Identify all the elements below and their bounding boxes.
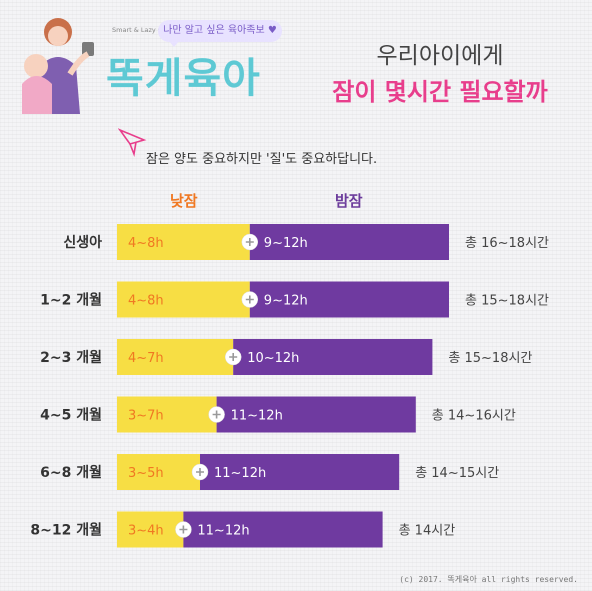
plus-mark-0 bbox=[245, 238, 254, 246]
category-label-2: 2~3 개월 bbox=[40, 349, 102, 366]
bar-nap-0 bbox=[117, 224, 250, 260]
logo: 똑게육아 bbox=[106, 54, 261, 102]
bar-nap-3 bbox=[117, 396, 217, 433]
bar-night-4 bbox=[200, 454, 400, 490]
bar-nap-2 bbox=[117, 339, 234, 375]
legend-night: 밤잠 bbox=[335, 192, 363, 210]
bar-nap-5 bbox=[117, 511, 184, 548]
bar-night-2 bbox=[233, 339, 433, 375]
nap-label-1: 4~8h bbox=[128, 294, 164, 309]
night-label-3: 11~12h bbox=[231, 409, 283, 424]
plus-mark-5 bbox=[179, 525, 188, 534]
night-label-1: 9~12h bbox=[264, 294, 308, 309]
total-label-4: 총 14~15시간 bbox=[415, 466, 499, 481]
total-label-2: 총 15~18시간 bbox=[448, 351, 532, 366]
category-label-4: 6~8 개월 bbox=[40, 464, 102, 481]
header: Smart & Lazy Consulting 나만 알고 싶은 육아족보 ♥ … bbox=[0, 0, 592, 120]
total-label-0: 총 16~18시간 bbox=[465, 236, 549, 251]
total-label-1: 총 15~18시간 bbox=[465, 294, 549, 309]
legend-nap: 낮잠 bbox=[170, 192, 198, 210]
heart-icon: ♥ bbox=[267, 25, 277, 36]
nap-label-2: 4~7h bbox=[128, 351, 164, 366]
brand-tagline: Smart & Lazy Consulting bbox=[112, 26, 193, 34]
category-label-3: 4~5 개월 bbox=[40, 407, 102, 424]
title-line-2: 잠이 몇시간 필요할까 bbox=[332, 78, 548, 106]
nap-label-0: 4~8h bbox=[128, 236, 164, 251]
category-label-1: 1~2 개월 bbox=[40, 292, 102, 309]
copyright: (c) 2017. 똑게육아 all rights reserved. bbox=[399, 575, 578, 584]
bar-night-5 bbox=[183, 511, 383, 548]
nap-label-3: 3~7h bbox=[128, 409, 164, 424]
plus-mark-1 bbox=[245, 295, 254, 304]
total-label-3: 총 14~16시간 bbox=[432, 409, 516, 424]
bar-nap-1 bbox=[117, 281, 250, 318]
total-label-5: 총 14시간 bbox=[399, 524, 456, 539]
mother-baby-illustration bbox=[22, 18, 94, 114]
bar-nap-4 bbox=[117, 454, 200, 490]
plus-mark-4 bbox=[196, 468, 204, 476]
speech-bubble-text: 나만 알고 싶은 육아족보 bbox=[163, 25, 265, 36]
night-label-4: 11~12h bbox=[214, 466, 266, 481]
bar-night-0 bbox=[249, 224, 449, 260]
nap-label-5: 3~4h bbox=[128, 524, 164, 539]
paper-plane-icon bbox=[118, 128, 147, 157]
night-label-5: 11~12h bbox=[197, 524, 249, 539]
note-text: 잠은 양도 중요하지만 '질'도 중요하답니다. bbox=[146, 152, 378, 167]
nap-label-4: 3~5h bbox=[128, 466, 164, 481]
plus-mark-2 bbox=[229, 353, 238, 361]
speech-bubble: 나만 알고 싶은 육아족보 ♥ bbox=[158, 20, 282, 47]
title-line-1: 우리아이에게 bbox=[376, 43, 504, 69]
bar-night-3 bbox=[216, 396, 416, 433]
bar-night-1 bbox=[249, 281, 449, 318]
category-label-5: 8~12 개월 bbox=[30, 522, 102, 539]
category-label-0: 신생아 bbox=[63, 234, 102, 251]
night-label-0: 9~12h bbox=[264, 236, 308, 251]
night-label-2: 10~12h bbox=[247, 351, 299, 366]
plus-mark-3 bbox=[212, 410, 221, 419]
